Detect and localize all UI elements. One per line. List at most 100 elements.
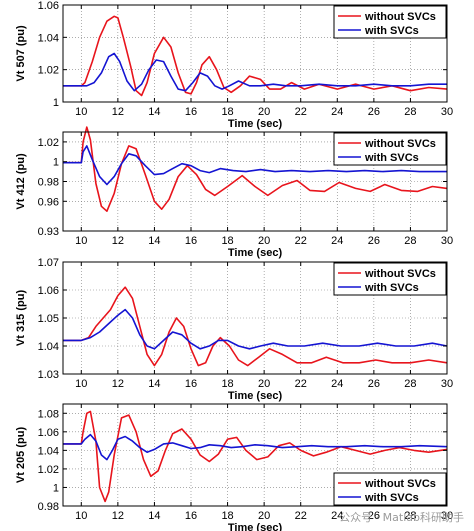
x-tick-label: 30 xyxy=(441,378,453,390)
y-tick-label: 0.96 xyxy=(38,196,59,208)
y-axis-label: Vt 205 (pu) xyxy=(15,427,27,484)
x-tick-label: 10 xyxy=(75,510,87,522)
x-tick-label: 20 xyxy=(258,378,270,390)
chart-panel-1: 10 12 14 16 18 20 22 24 26 28 30 1 1.02 1.04 1.06 Time … xyxy=(15,0,453,130)
x-axis-label: Time (sec) xyxy=(228,247,283,259)
y-tick-label: 1 xyxy=(53,97,59,109)
watermark-text: 公众号 · Matlab科研助手 xyxy=(339,511,464,524)
x-tick-label: 30 xyxy=(441,235,453,247)
x-tick-label: 18 xyxy=(221,378,233,390)
x-tick-label: 26 xyxy=(368,235,380,247)
y-axis-label: Vt 315 (pu) xyxy=(15,290,27,347)
chart-panel-4: 10 12 14 16 18 20 22 24 26 28 30 0.98 1 1.02 1.04 1.06 1… xyxy=(15,403,453,531)
x-tick-label: 20 xyxy=(258,510,270,522)
x-tick-label: 10 xyxy=(75,235,87,247)
legend-label-with-svcs: with SVCs xyxy=(364,152,419,164)
series-line-with-svcs xyxy=(63,52,447,92)
series-line-without-svcs xyxy=(63,410,448,503)
y-tick-label: 1.02 xyxy=(38,464,59,476)
series-line-with-svcs xyxy=(63,433,448,461)
x-tick-label: 10 xyxy=(75,378,87,390)
y-tick-label: 1.07 xyxy=(38,257,59,269)
legend: without SVCs with SVCs xyxy=(333,5,447,39)
x-tick-label: 16 xyxy=(185,106,197,118)
x-tick-label: 16 xyxy=(185,510,197,522)
y-axis-label: Vt 412 (pu) xyxy=(15,153,27,210)
y-tick-label: 1.06 xyxy=(38,427,59,439)
x-tick-label: 14 xyxy=(148,378,160,390)
y-tick-label: 1 xyxy=(53,157,59,169)
y-tick-label: 1.05 xyxy=(38,313,59,325)
x-tick-label: 24 xyxy=(331,378,343,390)
legend-box xyxy=(333,472,447,506)
x-tick-label: 22 xyxy=(295,510,307,522)
x-tick-label: 28 xyxy=(404,235,416,247)
series-line-without-svcs xyxy=(63,286,448,367)
x-tick-label: 28 xyxy=(404,378,416,390)
x-tick-label: 26 xyxy=(368,378,380,390)
chart-panel-3: 10 12 14 16 18 20 22 24 26 28 30 1.03 1.04 1.05 1.06 1.… xyxy=(15,257,453,402)
series-line-with-svcs xyxy=(63,145,447,186)
y-tick-label: 1.04 xyxy=(38,445,59,457)
x-tick-label: 12 xyxy=(112,378,124,390)
x-tick-label: 20 xyxy=(258,235,270,247)
x-tick-label: 30 xyxy=(441,510,453,522)
y-tick-label: 1.04 xyxy=(38,32,59,44)
legend-label-with-svcs: with SVCs xyxy=(364,25,419,37)
y-tick-label: 1.08 xyxy=(38,408,59,420)
series-line-without-svcs xyxy=(63,126,448,212)
plot-frame xyxy=(62,403,448,507)
y-tick-label: 1.02 xyxy=(38,137,59,149)
x-tick-label: 18 xyxy=(221,510,233,522)
legend: without SVCs with SVCs xyxy=(333,132,447,166)
x-axis-label: Time (sec) xyxy=(228,522,283,531)
x-tick-label: 14 xyxy=(148,235,160,247)
x-tick-label: 28 xyxy=(404,510,416,522)
x-tick-label: 24 xyxy=(331,235,343,247)
x-tick-label: 14 xyxy=(148,106,160,118)
plot-frame xyxy=(62,4,448,103)
y-tick-label: 0.98 xyxy=(38,177,59,189)
x-tick-label: 16 xyxy=(185,378,197,390)
legend-box xyxy=(333,5,447,39)
legend-label-without-svcs: without SVCs xyxy=(364,11,436,23)
x-tick-label: 12 xyxy=(112,106,124,118)
y-tick-label: 1.03 xyxy=(38,369,59,381)
legend-label-with-svcs: with SVCs xyxy=(364,282,419,294)
x-tick-label: 12 xyxy=(112,235,124,247)
x-tick-label: 18 xyxy=(221,106,233,118)
y-tick-label: 0.93 xyxy=(38,226,59,238)
y-tick-label: 1 xyxy=(53,482,59,494)
x-tick-label: 26 xyxy=(368,106,380,118)
x-axis-label: Time (sec) xyxy=(228,118,283,130)
x-axis-label: Time (sec) xyxy=(228,390,283,402)
x-tick-label: 26 xyxy=(368,510,380,522)
x-tick-label: 22 xyxy=(295,106,307,118)
y-axis-label: Vt 507 (pu) xyxy=(15,25,27,82)
x-tick-label: 16 xyxy=(185,235,197,247)
legend-label-without-svcs: without SVCs xyxy=(364,268,436,280)
legend-label-without-svcs: without SVCs xyxy=(364,138,436,150)
x-tick-label: 10 xyxy=(75,106,87,118)
legend-label-without-svcs: without SVCs xyxy=(364,478,436,490)
series-line-with-svcs xyxy=(63,308,448,350)
x-tick-label: 12 xyxy=(112,510,124,522)
x-tick-label: 24 xyxy=(331,106,343,118)
x-tick-label: 20 xyxy=(258,106,270,118)
y-tick-label: 0.98 xyxy=(38,501,59,513)
legend-box xyxy=(333,132,447,166)
x-tick-label: 28 xyxy=(404,106,416,118)
x-tick-label: 18 xyxy=(221,235,233,247)
y-tick-label: 1.04 xyxy=(38,341,59,353)
x-tick-label: 24 xyxy=(331,510,343,522)
y-tick-label: 1.02 xyxy=(38,65,59,77)
legend-label-with-svcs: with SVCs xyxy=(364,492,419,504)
x-tick-label: 22 xyxy=(295,235,307,247)
y-tick-label: 1.06 xyxy=(38,0,59,12)
x-tick-label: 14 xyxy=(148,510,160,522)
legend: without SVCs with SVCs xyxy=(333,472,447,506)
chart-panel-2: 10 12 14 16 18 20 22 24 26 28 30 0.93 0.96 0.98 1 1.02 T… xyxy=(15,126,453,259)
legend: without SVCs with SVCs xyxy=(333,262,447,296)
legend-box xyxy=(333,262,447,296)
